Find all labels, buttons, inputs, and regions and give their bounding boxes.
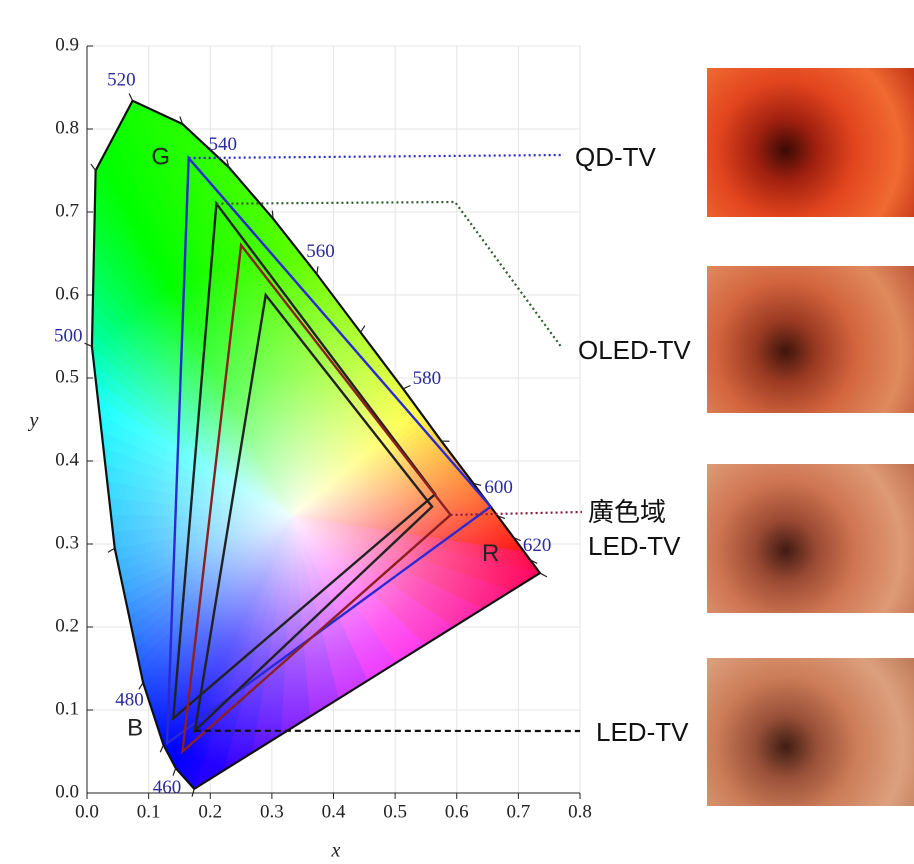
wavelength-label: 540 <box>208 134 237 155</box>
y-tick-label: 0.1 <box>55 698 79 719</box>
photo <box>707 464 914 613</box>
legend-label: LED-TV <box>596 715 716 749</box>
wavelength-label: 520 <box>107 69 136 90</box>
vertex-label: G <box>151 143 170 170</box>
y-tick-label: 0.9 <box>55 34 79 55</box>
locus-tick <box>361 326 365 333</box>
locus-tick <box>272 211 273 219</box>
x-tick-label: 0.5 <box>383 801 407 822</box>
y-tick-label: 0.3 <box>55 532 79 553</box>
locus-tick <box>540 573 547 577</box>
photo <box>707 266 914 413</box>
locus-tick <box>403 385 410 388</box>
y-tick-label: 0.6 <box>55 283 79 304</box>
locus-tick <box>85 343 92 346</box>
x-tick-label: 0.6 <box>445 801 469 822</box>
x-tick-label: 0.2 <box>198 801 222 822</box>
wavelength-label: 580 <box>413 368 442 389</box>
y-tick-label: 0.5 <box>55 366 79 387</box>
x-tick-label: 0.4 <box>322 801 346 822</box>
x-tick-label: 0.3 <box>260 801 284 822</box>
x-tick-label: 0.8 <box>568 801 592 822</box>
x-axis-title: x <box>331 840 341 862</box>
y-tick-label: 0.0 <box>55 781 79 802</box>
legend-label: 廣色域 LED-TV <box>588 495 688 563</box>
locus-tick <box>139 683 143 690</box>
photo <box>707 658 914 806</box>
locus-tick <box>160 745 163 752</box>
wavelength-label: 560 <box>306 241 335 262</box>
wavelength-label: 620 <box>523 535 552 556</box>
y-tick-label: 0.8 <box>55 117 79 138</box>
legend-label: QD-TV <box>575 140 695 174</box>
page: 0.0 0.1 0.2 0.3 0.4 0.5 0.6 0.7 0.8 0.0 0.1 0.2 0.3 0… <box>0 0 914 864</box>
locus-tick <box>173 768 176 776</box>
wavelength-label: 480 <box>115 690 144 711</box>
y-tick-label: 0.7 <box>55 200 79 221</box>
wavelength-label: 460 <box>153 777 182 798</box>
wavelength-label: 500 <box>54 326 83 347</box>
y-tick-label: 0.4 <box>55 449 79 470</box>
y-axis-title: y <box>28 410 39 432</box>
photo <box>707 68 914 217</box>
locus-tick <box>108 548 115 552</box>
y-tick-label: 0.2 <box>55 615 79 636</box>
locus-tick <box>129 94 132 101</box>
x-tick-label: 0.7 <box>507 801 531 822</box>
wavelength-label: 600 <box>484 477 513 498</box>
locus-tick <box>91 164 96 170</box>
locus-tick <box>317 266 318 274</box>
vertex-label: B <box>127 715 143 742</box>
vertex-label: R <box>482 540 499 567</box>
x-tick-label: 0.1 <box>137 801 161 822</box>
x-tick-label: 0.0 <box>75 801 99 822</box>
legend-label: OLED-TV <box>578 333 698 367</box>
leader-line <box>189 155 563 158</box>
